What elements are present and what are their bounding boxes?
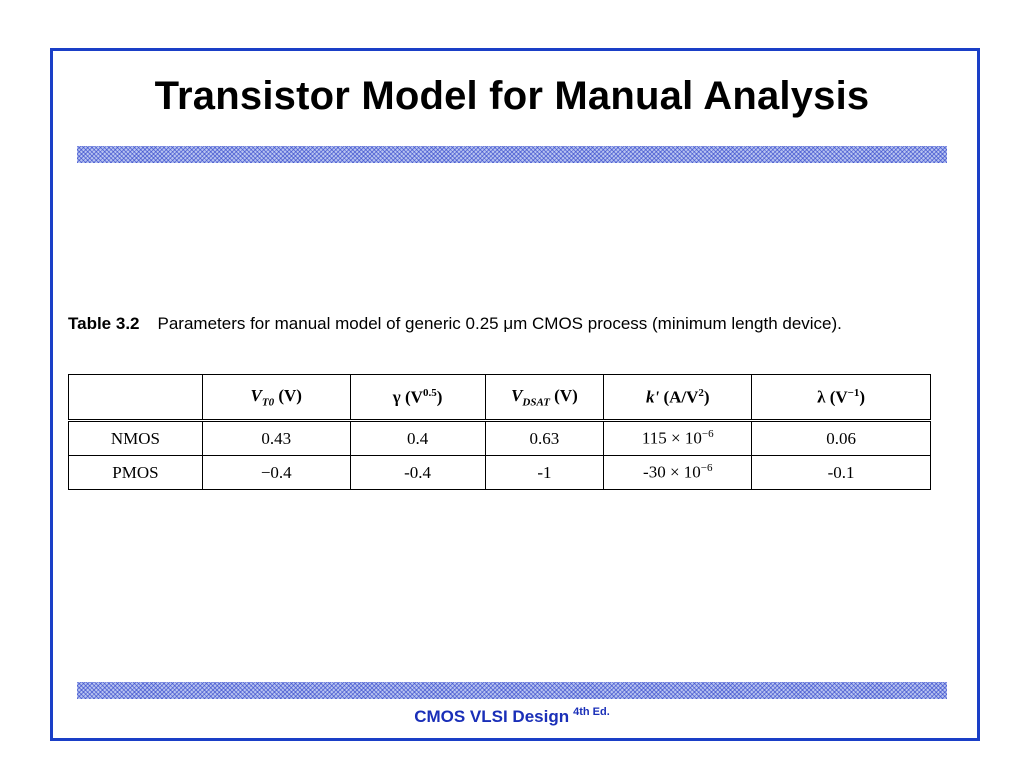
top-divider-bar [77, 146, 947, 163]
table-header-row: VT0 (V) γ (V0.5) VDSAT (V) k' (A/V2) λ (… [68, 374, 931, 422]
cell-k-prime: -30 × 10−6 [603, 455, 753, 490]
cell-device: NMOS [68, 420, 203, 456]
table-caption: Table 3.2 Parameters for manual model of … [68, 312, 928, 336]
cell-vdsat: -1 [484, 455, 605, 490]
cell-vdsat: 0.63 [484, 420, 605, 456]
slide-frame [50, 48, 980, 741]
cell-lambda: -0.1 [751, 455, 931, 490]
table-row: NMOS 0.43 0.4 0.63 115 × 10−6 0.06 [68, 420, 931, 456]
table-caption-text: Parameters for manual model of generic 0… [157, 314, 842, 333]
cell-gamma: -0.4 [349, 455, 486, 490]
parameters-table: VT0 (V) γ (V0.5) VDSAT (V) k' (A/V2) λ (… [68, 374, 931, 490]
header-k-prime: k' (A/V2) [603, 374, 753, 422]
header-vt0: VT0 (V) [201, 374, 351, 422]
slide-title: Transistor Model for Manual Analysis [154, 74, 870, 118]
header-gamma: γ (V0.5) [349, 374, 486, 422]
cell-gamma: 0.4 [349, 420, 486, 456]
cell-device: PMOS [68, 455, 203, 490]
cell-vt0: −0.4 [201, 455, 351, 490]
cell-lambda: 0.06 [751, 420, 931, 456]
table-row: PMOS −0.4 -0.4 -1 -30 × 10−6 -0.1 [68, 455, 931, 490]
header-vdsat: VDSAT (V) [484, 374, 605, 422]
cell-k-prime: 115 × 10−6 [603, 420, 753, 456]
footer-course-title: CMOS VLSI Design [414, 707, 570, 726]
footer-edition: 4th Ed. [573, 706, 610, 718]
slide-footer: CMOS VLSI Design 4th Ed. [0, 706, 1024, 727]
table-caption-label: Table 3.2 [68, 314, 140, 333]
header-lambda: λ (V−1) [751, 374, 931, 422]
bottom-divider-bar [77, 682, 947, 699]
header-device [68, 374, 203, 422]
cell-vt0: 0.43 [201, 420, 351, 456]
